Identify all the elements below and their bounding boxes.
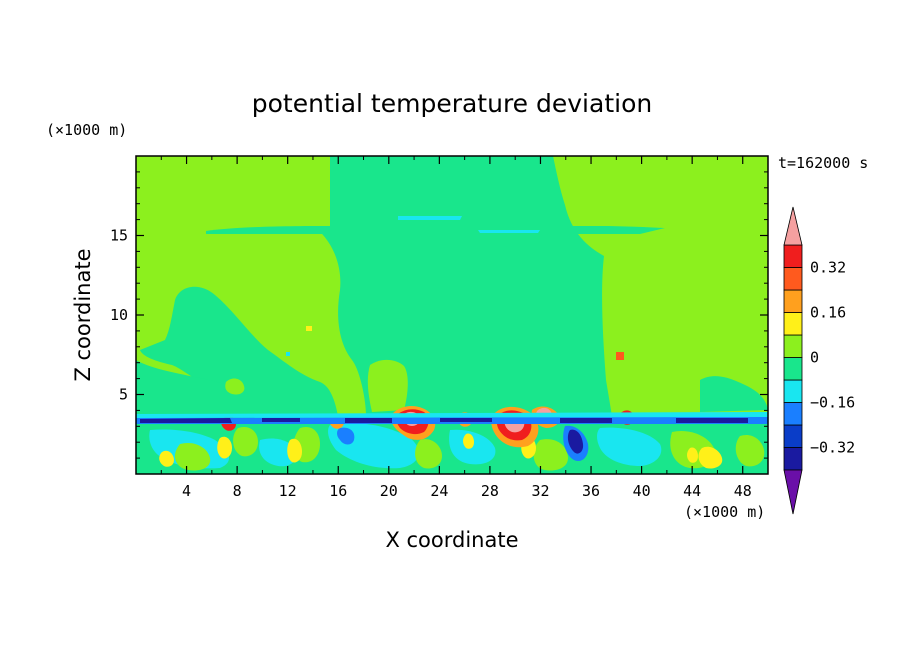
field-boundary-green-4 [533, 439, 568, 471]
x-tick-label: 4 [182, 482, 191, 500]
field-boundary-yellow-8 [159, 450, 174, 467]
field-boundary-cyan-3 [597, 427, 662, 466]
field-cold-layer-navy-4 [440, 418, 492, 422]
field-boundary-yellow-7 [463, 433, 474, 449]
colorbar-band [783, 447, 803, 471]
y-tick-label: 5 [119, 386, 128, 404]
x-unit-label: (×1000 m) [684, 503, 765, 521]
x-tick-label: 12 [279, 482, 297, 500]
colorbar-bottom-triangle [783, 469, 803, 515]
field-cyan-streak-1 [398, 216, 462, 220]
field-speck-1 [306, 326, 312, 331]
colorbar-band [783, 312, 803, 336]
field-boundary-yellow-6 [687, 447, 698, 463]
time-label: t=162000 s [778, 154, 868, 172]
x-axis-label: X coordinate [385, 528, 518, 552]
field-boundary-green-7 [735, 434, 765, 467]
field-boundary-green-5 [415, 439, 442, 469]
colorbar-top-triangle [783, 206, 803, 246]
x-tick-label: 24 [430, 482, 448, 500]
colorbar-band [783, 379, 803, 403]
field-cyan-streak-2 [478, 230, 540, 233]
colorbar-band [783, 289, 803, 313]
y-axis-label: Z coordinate [71, 248, 95, 381]
field-cold-layer-cyan [136, 412, 768, 418]
field-anvil-right [556, 156, 610, 222]
y-tick-label: 15 [110, 227, 128, 245]
field-cold-layer-navy-5 [560, 418, 612, 423]
colorbar-band [783, 402, 803, 426]
field-boundary-yellow-1 [287, 438, 302, 463]
x-tick-label: 48 [734, 482, 752, 500]
field-region-right-patch [700, 376, 768, 412]
field-region-lower-left [136, 360, 250, 416]
colorbar-label: 0 [810, 349, 819, 367]
field-boundary-yellow-2 [698, 446, 723, 469]
x-tick-label: 8 [233, 482, 242, 500]
chart-title: potential temperature deviation [252, 89, 652, 118]
field-boundary-green-6 [233, 426, 258, 457]
colorbar: 0.32 0.16 0 −0.16 −0.32 [783, 206, 855, 515]
colorbar-band [783, 424, 803, 448]
y-unit-label: (×1000 m) [46, 121, 127, 139]
field-anvil-left [296, 156, 330, 226]
x-ticks: 4 8 12 16 20 24 28 32 36 40 44 48 [160, 156, 752, 500]
colorbar-label: 0.32 [810, 259, 846, 277]
colorbar-label: 0.16 [810, 304, 846, 322]
x-tick-label: 28 [481, 482, 499, 500]
field-island-1 [367, 359, 408, 412]
x-tick-label: 16 [329, 482, 347, 500]
field-boundary-navy-1 [567, 429, 584, 454]
x-tick-label: 32 [531, 482, 549, 500]
x-tick-label: 20 [380, 482, 398, 500]
field-cold-layer-navy-3 [345, 418, 392, 423]
field-boundary-green-1 [174, 442, 211, 471]
contour-field [136, 156, 768, 474]
field-region-upper-center [296, 156, 612, 416]
field-island-2 [225, 378, 245, 395]
colorbar-band [783, 357, 803, 381]
colorbar-band [783, 334, 803, 358]
field-region-left-mid [140, 286, 338, 416]
y-tick-label: 10 [110, 306, 128, 324]
colorbar-label: −0.32 [810, 439, 855, 457]
field-boundary-blue-2 [337, 427, 355, 445]
y-ticks: 5 10 15 [110, 171, 768, 459]
colorbar-band [783, 244, 803, 268]
field-boundary-yellow-4 [217, 436, 232, 459]
field-cold-layer-navy-2 [262, 418, 300, 422]
colorbar-band [783, 267, 803, 291]
field-cold-layer-navy-6 [676, 418, 748, 423]
field-cold-layer-navy-1 [140, 418, 232, 423]
field-speck-2 [616, 352, 624, 360]
field-anvil-layer [206, 226, 665, 234]
field-speck-3 [286, 352, 290, 356]
colorbar-label: −0.16 [810, 394, 855, 412]
x-tick-label: 44 [683, 482, 701, 500]
x-tick-label: 40 [633, 482, 651, 500]
field-boundary-cyan-4 [259, 438, 297, 467]
x-tick-label: 36 [582, 482, 600, 500]
